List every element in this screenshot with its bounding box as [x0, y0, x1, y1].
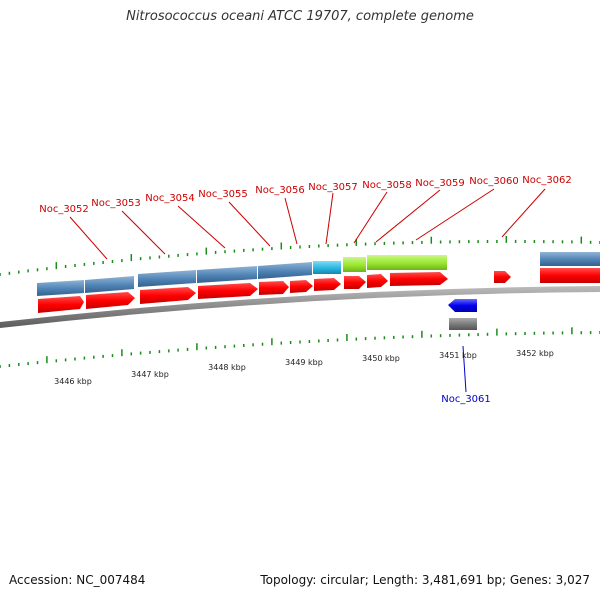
scale-label: 3452 kbp [516, 349, 554, 358]
cds-arrow-3055[interactable] [198, 283, 258, 299]
gene-label-noc-3060[interactable]: Noc_3060 [469, 176, 519, 187]
leader-3052 [69, 216, 108, 260]
gene-label-noc-3053[interactable]: Noc_3053 [91, 198, 141, 209]
feature-bar-3058[interactable] [343, 257, 366, 272]
genome-backbone [0, 286, 600, 328]
scale-label: 3448 kbp [208, 363, 246, 372]
leader-3055 [228, 201, 271, 247]
scale-label: 3447 kbp [131, 370, 169, 379]
topology-value: circular [320, 573, 365, 587]
gene-label-noc-3057[interactable]: Noc_3057 [308, 182, 358, 193]
leader-3058 [353, 191, 388, 244]
cds-arrow-3052[interactable] [38, 296, 84, 313]
leader-3059 [375, 189, 441, 243]
cds-arrow-3056[interactable] [259, 281, 289, 295]
feature-bar-3055[interactable] [197, 266, 257, 283]
scale-label: 3449 kbp [285, 358, 323, 367]
length-value: 3,481,691 bp [421, 573, 502, 587]
leader-3054 [177, 205, 226, 249]
gene-label-noc-3055[interactable]: Noc_3055 [198, 189, 248, 200]
feature-bar-3052[interactable] [37, 280, 84, 296]
cds-arrow-3062-small[interactable] [494, 271, 511, 283]
gene-label-noc-3056[interactable]: Noc_3056 [255, 185, 305, 196]
cds-arrow-3058[interactable] [314, 278, 341, 291]
gene-label-noc-3058[interactable]: Noc_3058 [362, 180, 412, 191]
outer-scale-ticks [0, 235, 600, 276]
gene-label-noc-3054[interactable]: Noc_3054 [145, 193, 195, 204]
cds-arrow-3059[interactable] [344, 276, 366, 289]
genome-stats: Topology: circular; Length: 3,481,691 bp… [260, 573, 590, 587]
cds-track [38, 268, 600, 313]
scale-label: 3451 kbp [439, 351, 477, 360]
leader-3056 [284, 197, 298, 245]
cds-arrow-3053[interactable] [86, 292, 135, 309]
genome-title: Nitrosococcus oceani ATCC 19707, complet… [126, 9, 474, 24]
inner-scale-ticks [0, 327, 600, 368]
feature-bar-3057[interactable] [313, 261, 341, 274]
genes-value: 3,027 [555, 573, 590, 587]
scale-label: 3446 kbp [54, 377, 92, 386]
label-leaders [69, 188, 546, 393]
accession-value: NC_007484 [76, 573, 146, 587]
feature-bar-3056[interactable] [258, 262, 312, 279]
length-label: Length: [372, 573, 419, 587]
feature-track [37, 252, 600, 330]
cds-arrow-3057[interactable] [290, 280, 313, 293]
cds-arrow-3062[interactable] [540, 268, 600, 283]
gene-labels: Noc_3052 Noc_3053 Noc_3054 Noc_3055 Noc_… [39, 175, 572, 405]
leader-3060 [415, 188, 495, 241]
leader-3062 [501, 188, 546, 238]
feature-bar-3054[interactable] [138, 270, 196, 287]
accession-info: Accession: NC_007484 [9, 573, 145, 587]
feature-bar-3062[interactable] [540, 252, 600, 266]
cds-arrow-3054[interactable] [140, 287, 196, 304]
cds-arrow-3060[interactable] [367, 274, 388, 288]
feature-bar-3061[interactable] [449, 318, 477, 330]
scale-labels: 3446 kbp 3447 kbp 3448 kbp 3449 kbp 3450… [54, 349, 554, 386]
scale-label: 3450 kbp [362, 354, 400, 363]
leader-3053 [121, 210, 166, 255]
feature-bar-3053[interactable] [85, 276, 134, 293]
gene-label-noc-3059[interactable]: Noc_3059 [415, 178, 465, 189]
genes-label: Genes: [509, 573, 552, 587]
leader-3061 [462, 345, 467, 393]
cds-arrow-3061[interactable] [448, 299, 477, 312]
gene-label-noc-3062[interactable]: Noc_3062 [522, 175, 572, 186]
accession-label: Accession: [9, 573, 73, 587]
gene-label-noc-3061[interactable]: Noc_3061 [441, 394, 491, 405]
feature-bar-3059[interactable] [367, 255, 447, 270]
topology-label: Topology: [260, 573, 317, 587]
cds-arrow-3060b[interactable] [390, 272, 448, 286]
leader-3057 [325, 192, 334, 245]
gene-label-noc-3052[interactable]: Noc_3052 [39, 204, 89, 215]
